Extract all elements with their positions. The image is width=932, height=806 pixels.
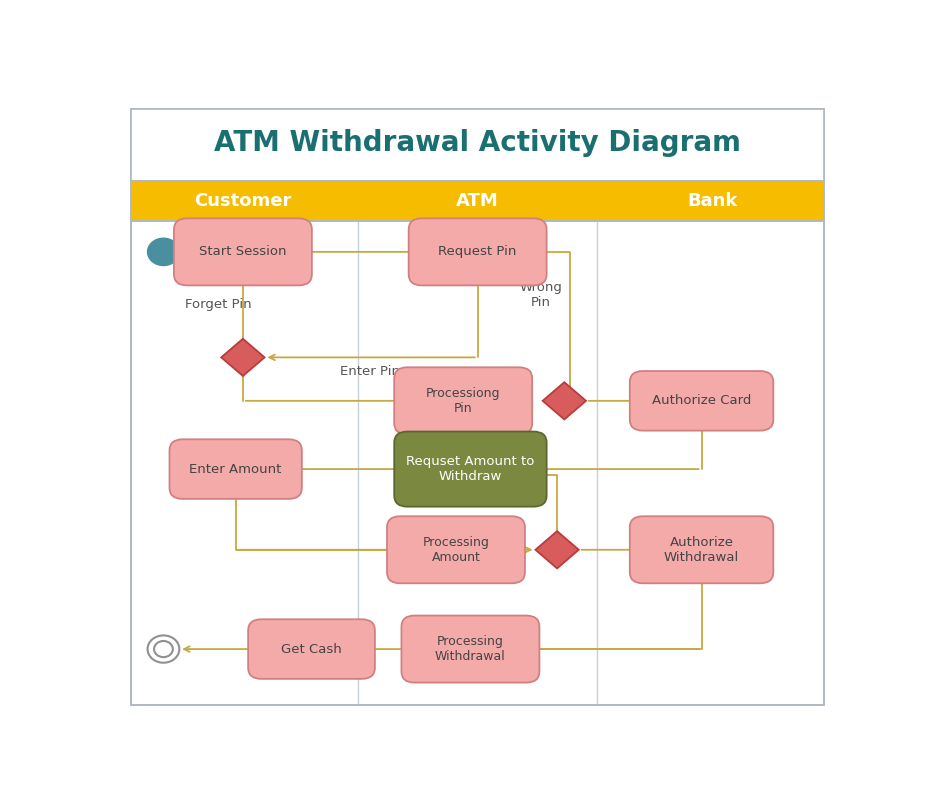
FancyBboxPatch shape xyxy=(408,218,547,285)
FancyBboxPatch shape xyxy=(402,616,540,683)
Text: Customer: Customer xyxy=(194,192,292,210)
Text: Authorize Card: Authorize Card xyxy=(651,394,751,407)
Text: Request Pin: Request Pin xyxy=(438,245,517,259)
Circle shape xyxy=(147,635,179,663)
FancyBboxPatch shape xyxy=(387,517,525,584)
FancyBboxPatch shape xyxy=(130,181,825,221)
Text: Start Session: Start Session xyxy=(199,245,287,259)
Text: Enter Amount: Enter Amount xyxy=(189,463,281,476)
Text: Get Cash: Get Cash xyxy=(281,642,342,655)
Polygon shape xyxy=(221,339,265,376)
FancyBboxPatch shape xyxy=(394,368,532,434)
Text: Enter Pin: Enter Pin xyxy=(340,364,401,377)
Polygon shape xyxy=(542,382,586,419)
Text: Bank: Bank xyxy=(687,192,737,210)
FancyBboxPatch shape xyxy=(130,109,825,181)
FancyBboxPatch shape xyxy=(248,619,375,679)
FancyBboxPatch shape xyxy=(130,109,825,705)
FancyBboxPatch shape xyxy=(174,218,312,285)
Text: Authorize
Withdrawal: Authorize Withdrawal xyxy=(664,536,739,563)
FancyBboxPatch shape xyxy=(630,517,774,584)
FancyBboxPatch shape xyxy=(170,439,302,499)
Text: Processing
Amount: Processing Amount xyxy=(422,536,489,563)
Text: ATM Withdrawal Activity Diagram: ATM Withdrawal Activity Diagram xyxy=(214,130,741,157)
Text: ATM: ATM xyxy=(457,192,499,210)
Text: Forget Pin: Forget Pin xyxy=(185,298,252,311)
Text: Processiong
Pin: Processiong Pin xyxy=(426,387,500,415)
Circle shape xyxy=(147,239,179,265)
Text: Processing
Withdrawal: Processing Withdrawal xyxy=(435,635,506,663)
FancyBboxPatch shape xyxy=(630,371,774,430)
Text: Requset Amount to
Withdraw: Requset Amount to Withdraw xyxy=(406,455,535,483)
FancyBboxPatch shape xyxy=(394,431,547,507)
Circle shape xyxy=(154,641,172,657)
Text: Wrong
Pin: Wrong Pin xyxy=(519,281,562,310)
Polygon shape xyxy=(535,531,579,568)
